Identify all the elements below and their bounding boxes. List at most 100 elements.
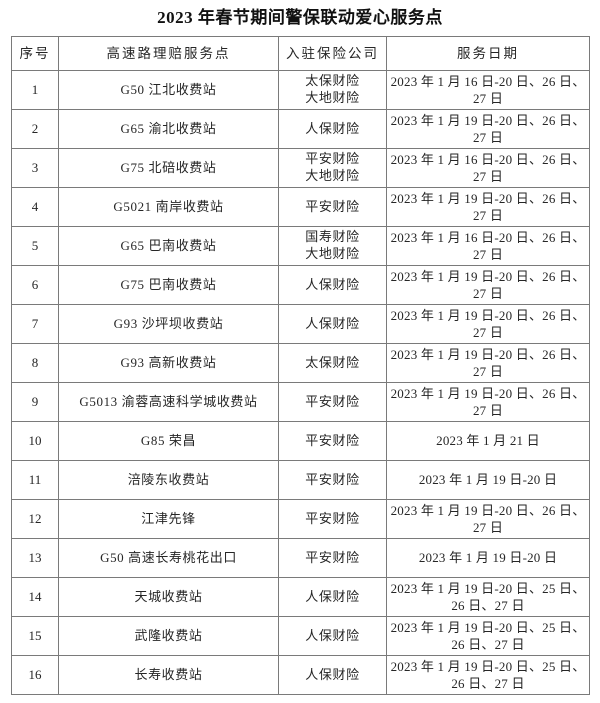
insurer-name: 平安财险 <box>305 393 360 409</box>
cell-insurer: 平安财险 大地财险 <box>278 148 387 188</box>
insurer-name: 大地财险 <box>305 168 360 183</box>
table-header-row: 序号 高速路理赔服务点 入驻保险公司 服务日期 <box>11 36 590 71</box>
column-header-insurer-label: 入驻保险公司 <box>286 45 379 61</box>
page-title: 2023 年春节期间警保联动爱心服务点 <box>157 8 443 27</box>
cell-insurer: 平安财险 <box>278 421 387 461</box>
cell-insurer: 人保财险 <box>278 304 387 344</box>
column-header-dates: 服务日期 <box>386 36 590 71</box>
insurer-name: 人保财险 <box>305 627 360 643</box>
table-body: 1 G50 江北收费站 太保财险 大地财险 2023 年 1 月 16 日-20 日、2… <box>11 70 590 695</box>
insurer-name: 平安财险 <box>305 510 360 526</box>
cell-service-point: 天城收费站 <box>58 577 279 617</box>
cell-index: 4 <box>11 187 59 227</box>
table-row: 1 G50 江北收费站 太保财险 大地财险 2023 年 1 月 16 日-20 日、2… <box>11 70 590 110</box>
cell-service-point: G65 巴南收费站 <box>58 226 279 266</box>
cell-index: 6 <box>11 265 59 305</box>
table-row: 4 G5021 南岸收费站 平安财险 2023 年 1 月 19 日-20 日、26 … <box>11 187 590 227</box>
cell-service-dates: 2023 年 1 月 19 日-20 日、25 日、26 日、27 日 <box>386 655 590 695</box>
table-row: 7 G93 沙坪坝收费站 人保财险 2023 年 1 月 19 日-20 日、26 日… <box>11 304 590 344</box>
cell-index: 2 <box>11 109 59 149</box>
cell-index: 14 <box>11 577 59 617</box>
insurer-name: 人保财险 <box>305 666 360 682</box>
cell-service-point: G50 江北收费站 <box>58 70 279 110</box>
service-points-table-wrapper: 序号 高速路理赔服务点 入驻保险公司 服务日期 1 G50 江北收费站 太保财险 大地… <box>11 36 590 695</box>
insurer-name: 人保财险 <box>305 315 360 331</box>
cell-service-dates: 2023 年 1 月 19 日-20 日、25 日、26 日、27 日 <box>386 616 590 656</box>
cell-index: 13 <box>11 538 59 578</box>
column-header-index: 序号 <box>11 36 59 71</box>
cell-service-dates: 2023 年 1 月 19 日-20 日 <box>386 460 590 500</box>
cell-insurer: 人保财险 <box>278 655 387 695</box>
cell-index: 10 <box>11 421 59 461</box>
column-header-index-label: 序号 <box>19 45 51 61</box>
insurer-name: 平安财险 <box>305 432 360 448</box>
table-row: 2 G65 渝北收费站 人保财险 2023 年 1 月 19 日-20 日、26 日、… <box>11 109 590 149</box>
cell-service-dates: 2023 年 1 月 19 日-20 日、26 日、27 日 <box>386 265 590 305</box>
column-header-site-label: 高速路理赔服务点 <box>106 45 231 61</box>
cell-insurer: 平安财险 <box>278 460 387 500</box>
table-row: 14 天城收费站 人保财险 2023 年 1 月 19 日-20 日、25 日、26 … <box>11 577 590 617</box>
cell-service-point: G75 北碚收费站 <box>58 148 279 188</box>
cell-service-point: 长寿收费站 <box>58 655 279 695</box>
cell-index: 1 <box>11 70 59 110</box>
cell-service-dates: 2023 年 1 月 16 日-20 日、26 日、27 日 <box>386 148 590 188</box>
cell-service-dates: 2023 年 1 月 19 日-20 日、26 日、27 日 <box>386 343 590 383</box>
cell-insurer: 太保财险 <box>278 343 387 383</box>
cell-index: 3 <box>11 148 59 188</box>
insurer-name: 大地财险 <box>305 90 360 105</box>
cell-service-dates: 2023 年 1 月 16 日-20 日、26 日、27 日 <box>386 70 590 110</box>
cell-index: 9 <box>11 382 59 422</box>
cell-index: 8 <box>11 343 59 383</box>
cell-service-point: G5021 南岸收费站 <box>58 187 279 227</box>
table-row: 6 G75 巴南收费站 人保财险 2023 年 1 月 19 日-20 日、26 日、… <box>11 265 590 305</box>
cell-insurer: 国寿财险 大地财险 <box>278 226 387 266</box>
insurer-name: 人保财险 <box>305 588 360 604</box>
table-row: 3 G75 北碚收费站 平安财险 大地财险 2023 年 1 月 16 日-20 日、2… <box>11 148 590 188</box>
cell-index: 5 <box>11 226 59 266</box>
cell-service-dates: 2023 年 1 月 19 日-20 日、25 日、26 日、27 日 <box>386 577 590 617</box>
service-points-table: 序号 高速路理赔服务点 入驻保险公司 服务日期 1 G50 江北收费站 太保财险 大地… <box>11 36 590 695</box>
cell-insurer: 人保财险 <box>278 577 387 617</box>
insurer-name: 人保财险 <box>305 120 360 136</box>
table-row: 15 武隆收费站 人保财险 2023 年 1 月 19 日-20 日、25 日、26 … <box>11 616 590 656</box>
insurer-name: 太保财险 <box>305 73 360 89</box>
insurer-name: 大地财险 <box>305 246 360 261</box>
table-row: 16 长寿收费站 人保财险 2023 年 1 月 19 日-20 日、25 日、26 … <box>11 655 590 695</box>
cell-service-point: 江津先锋 <box>58 499 279 539</box>
table-row: 13 G50 高速长寿桃花出口 平安财险 2023 年 1 月 19 日-20 日 <box>11 538 590 578</box>
table-row: 5 G65 巴南收费站 国寿财险 大地财险 2023 年 1 月 16 日-20 日、2… <box>11 226 590 266</box>
cell-insurer: 人保财险 <box>278 616 387 656</box>
cell-service-point: G65 渝北收费站 <box>58 109 279 149</box>
insurer-name: 人保财险 <box>305 276 360 292</box>
cell-insurer: 人保财险 <box>278 109 387 149</box>
column-header-insurer: 入驻保险公司 <box>278 36 387 71</box>
cell-insurer: 太保财险 大地财险 <box>278 70 387 110</box>
table-row: 12 江津先锋 平安财险 2023 年 1 月 19 日-20 日、26 日、27 日 <box>11 499 590 539</box>
cell-insurer: 平安财险 <box>278 538 387 578</box>
insurer-name: 平安财险 <box>305 151 360 167</box>
column-header-dates-label: 服务日期 <box>457 45 519 61</box>
cell-service-point: G85 荣昌 <box>58 421 279 461</box>
cell-service-point: G93 沙坪坝收费站 <box>58 304 279 344</box>
table-header: 序号 高速路理赔服务点 入驻保险公司 服务日期 <box>11 36 590 71</box>
table-row: 8 G93 高新收费站 太保财险 2023 年 1 月 19 日-20 日、26 日、… <box>11 343 590 383</box>
cell-index: 16 <box>11 655 59 695</box>
cell-service-dates: 2023 年 1 月 19 日-20 日、26 日、27 日 <box>386 304 590 344</box>
cell-service-dates: 2023 年 1 月 19 日-20 日、26 日、27 日 <box>386 187 590 227</box>
cell-insurer: 人保财险 <box>278 265 387 305</box>
cell-index: 12 <box>11 499 59 539</box>
cell-insurer: 平安财险 <box>278 499 387 539</box>
cell-index: 7 <box>11 304 59 344</box>
insurer-name: 平安财险 <box>305 471 360 487</box>
cell-index: 11 <box>11 460 59 500</box>
cell-index: 15 <box>11 616 59 656</box>
cell-service-dates: 2023 年 1 月 19 日-20 日、26 日、27 日 <box>386 382 590 422</box>
cell-service-point: G50 高速长寿桃花出口 <box>58 538 279 578</box>
cell-service-dates: 2023 年 1 月 19 日-20 日、26 日、27 日 <box>386 109 590 149</box>
table-row: 10 G85 荣昌 平安财险 2023 年 1 月 21 日 <box>11 421 590 461</box>
insurer-name: 平安财险 <box>305 198 360 214</box>
cell-service-dates: 2023 年 1 月 19 日-20 日 <box>386 538 590 578</box>
column-header-site: 高速路理赔服务点 <box>58 36 279 71</box>
cell-service-point: 涪陵东收费站 <box>58 460 279 500</box>
